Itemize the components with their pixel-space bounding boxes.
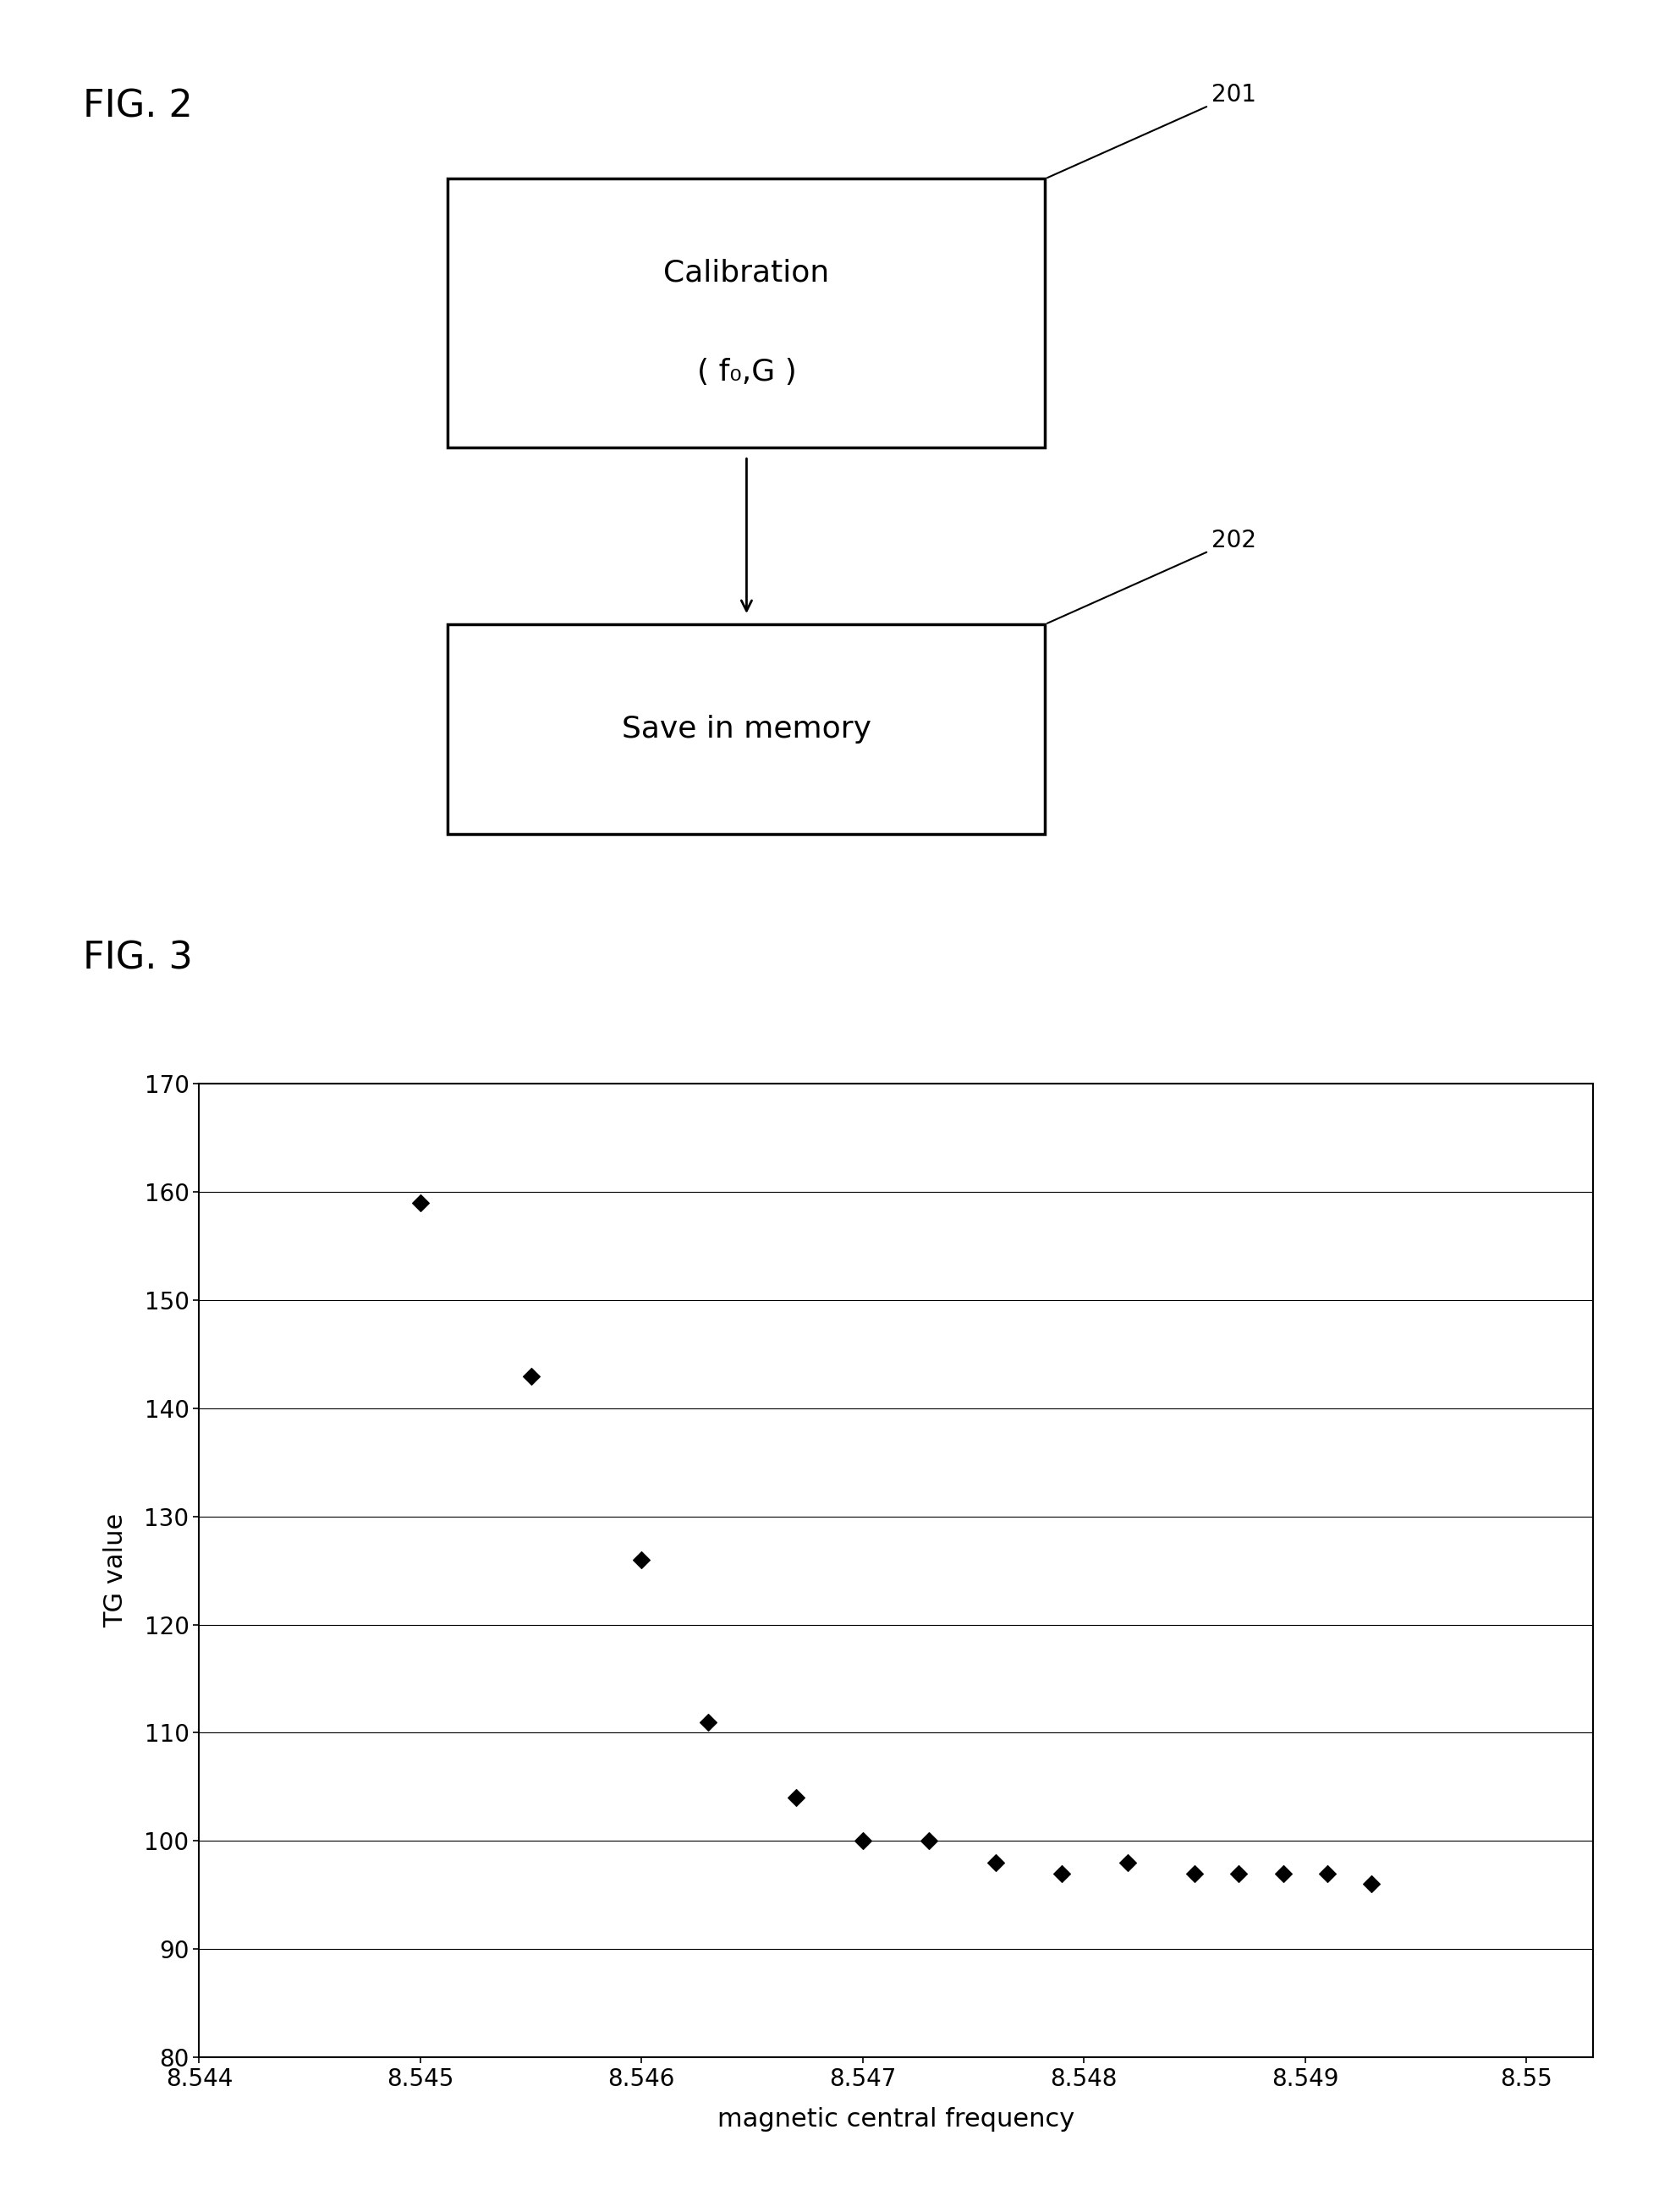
X-axis label: magnetic central frequency: magnetic central frequency: [717, 2108, 1075, 2132]
Point: [1181, 1856, 1208, 1891]
Text: Save in memory: Save in memory: [622, 714, 871, 743]
Y-axis label: TG value: TG value: [103, 1513, 128, 1628]
Point: [1269, 1856, 1296, 1891]
Point: [1226, 1856, 1253, 1891]
FancyBboxPatch shape: [448, 624, 1045, 834]
Point: [629, 1542, 655, 1577]
Point: [916, 1823, 942, 1858]
Text: ( f₀,G ): ( f₀,G ): [697, 358, 796, 387]
Point: [695, 1703, 722, 1739]
Point: [849, 1823, 876, 1858]
Text: FIG. 3: FIG. 3: [83, 940, 192, 975]
FancyBboxPatch shape: [448, 179, 1045, 447]
Text: FIG. 2: FIG. 2: [83, 88, 192, 124]
Point: [1314, 1856, 1340, 1891]
Text: 202: 202: [1047, 529, 1256, 624]
Point: [783, 1781, 810, 1816]
Text: 201: 201: [1047, 82, 1256, 177]
Text: Calibration: Calibration: [664, 259, 830, 288]
Point: [1048, 1856, 1075, 1891]
Point: [982, 1845, 1009, 1880]
Point: [406, 1186, 433, 1221]
Point: [1115, 1845, 1141, 1880]
Point: [1359, 1867, 1385, 1902]
Point: [518, 1358, 544, 1394]
